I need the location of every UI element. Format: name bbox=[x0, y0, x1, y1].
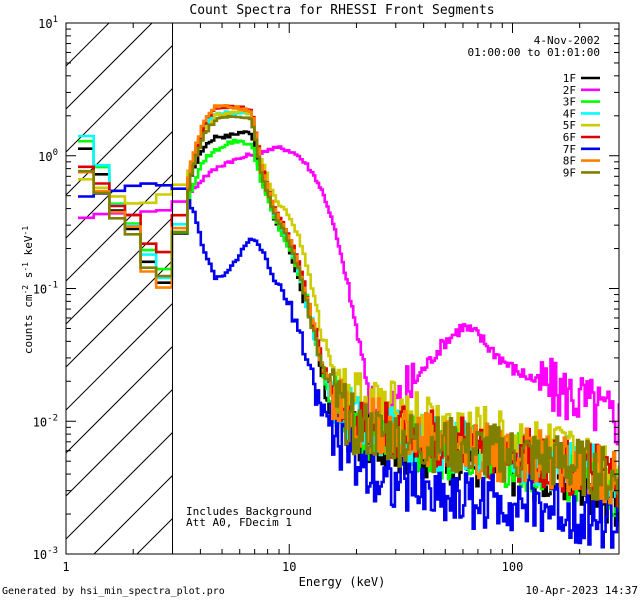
x-tick-label-1: 10 bbox=[282, 560, 296, 574]
hatched-region bbox=[65, 22, 173, 555]
hatch-line-1 bbox=[65, 22, 110, 67]
hatch-line-9 bbox=[65, 303, 173, 411]
legend-label-3F: 3F bbox=[563, 96, 576, 109]
legend-label-5F: 5F bbox=[563, 119, 576, 132]
y-tick-label-2: 10-1 bbox=[33, 281, 58, 297]
y-tick-label-4: 10-3 bbox=[33, 546, 58, 562]
time-range-label: 01:00:00 to 01:01:00 bbox=[468, 46, 600, 59]
y-tick-exp-1: 0 bbox=[53, 148, 58, 158]
generated-by-label: Generated by hsi_min_spectra_plot.pro bbox=[2, 586, 225, 597]
y-tick-label-0: 101 bbox=[38, 15, 58, 31]
series-7F bbox=[78, 182, 619, 549]
hatch-line-4 bbox=[65, 88, 173, 196]
y-tick-exp-3: -2 bbox=[47, 413, 58, 423]
legend-label-9F: 9F bbox=[563, 166, 576, 179]
annotation-background: Includes Background bbox=[186, 505, 312, 518]
series-5F bbox=[78, 108, 619, 497]
y-tick-base-0: 10 bbox=[38, 17, 52, 31]
axis-ticks bbox=[65, 23, 620, 555]
hatch-line-12 bbox=[65, 432, 173, 540]
y-tick-base-2: 10 bbox=[33, 283, 47, 297]
hatch-line-2 bbox=[65, 22, 153, 110]
y-tick-base-1: 10 bbox=[38, 150, 52, 164]
y-axis-label-mid: s bbox=[22, 272, 35, 285]
hatch-line-5 bbox=[65, 131, 173, 239]
y-axis-label-tail: keV bbox=[22, 235, 35, 262]
series-2F bbox=[78, 145, 619, 447]
hatch-line-7 bbox=[65, 217, 173, 325]
y-tick-exp-4: -3 bbox=[47, 546, 58, 556]
legend-label-2F: 2F bbox=[563, 84, 576, 97]
legend-label-6F: 6F bbox=[563, 131, 576, 144]
y-tick-base-4: 10 bbox=[33, 548, 47, 562]
hatch-line-10 bbox=[65, 346, 173, 454]
hatch-line-13 bbox=[93, 475, 173, 555]
y-tick-exp-0: 1 bbox=[53, 15, 58, 25]
y-tick-label-1: 100 bbox=[38, 148, 58, 164]
legend-label-7F: 7F bbox=[563, 143, 576, 156]
y-tick-exp-2: -1 bbox=[47, 281, 58, 291]
series-9F bbox=[78, 115, 619, 509]
series-layer bbox=[78, 104, 619, 549]
hatch-line-8 bbox=[65, 260, 173, 368]
hatch-line-14 bbox=[136, 518, 173, 555]
y-axis-label: counts cm-2 s-1 keV-1 bbox=[21, 226, 35, 354]
timestamp-label: 10-Apr-2023 14:37 bbox=[525, 584, 638, 597]
hatch-line-6 bbox=[65, 174, 173, 282]
annotation-attenuator: Att A0, FDecim 1 bbox=[186, 516, 292, 529]
chart-title: Count Spectra for RHESSI Front Segments bbox=[189, 3, 494, 18]
y-axis-label-exp1: -2 bbox=[21, 285, 30, 295]
legend-label-8F: 8F bbox=[563, 155, 576, 168]
x-tick-label-0: 1 bbox=[62, 560, 69, 574]
x-tick-label-2: 100 bbox=[502, 560, 524, 574]
x-axis-label: Energy (keV) bbox=[299, 575, 386, 589]
y-axis-label-exp3: -1 bbox=[21, 226, 30, 236]
hatch-line-11 bbox=[65, 389, 173, 497]
date-label: 4-Nov-2002 bbox=[534, 34, 600, 47]
hatch-line-3 bbox=[65, 45, 173, 153]
y-tick-label-3: 10-2 bbox=[33, 413, 58, 429]
y-tick-base-3: 10 bbox=[33, 415, 47, 429]
y-axis-label-exp2: -1 bbox=[21, 262, 30, 272]
legend-label-1F: 1F bbox=[563, 72, 576, 85]
y-axis-label-base: counts cm bbox=[22, 294, 35, 354]
legend-label-4F: 4F bbox=[563, 107, 576, 120]
